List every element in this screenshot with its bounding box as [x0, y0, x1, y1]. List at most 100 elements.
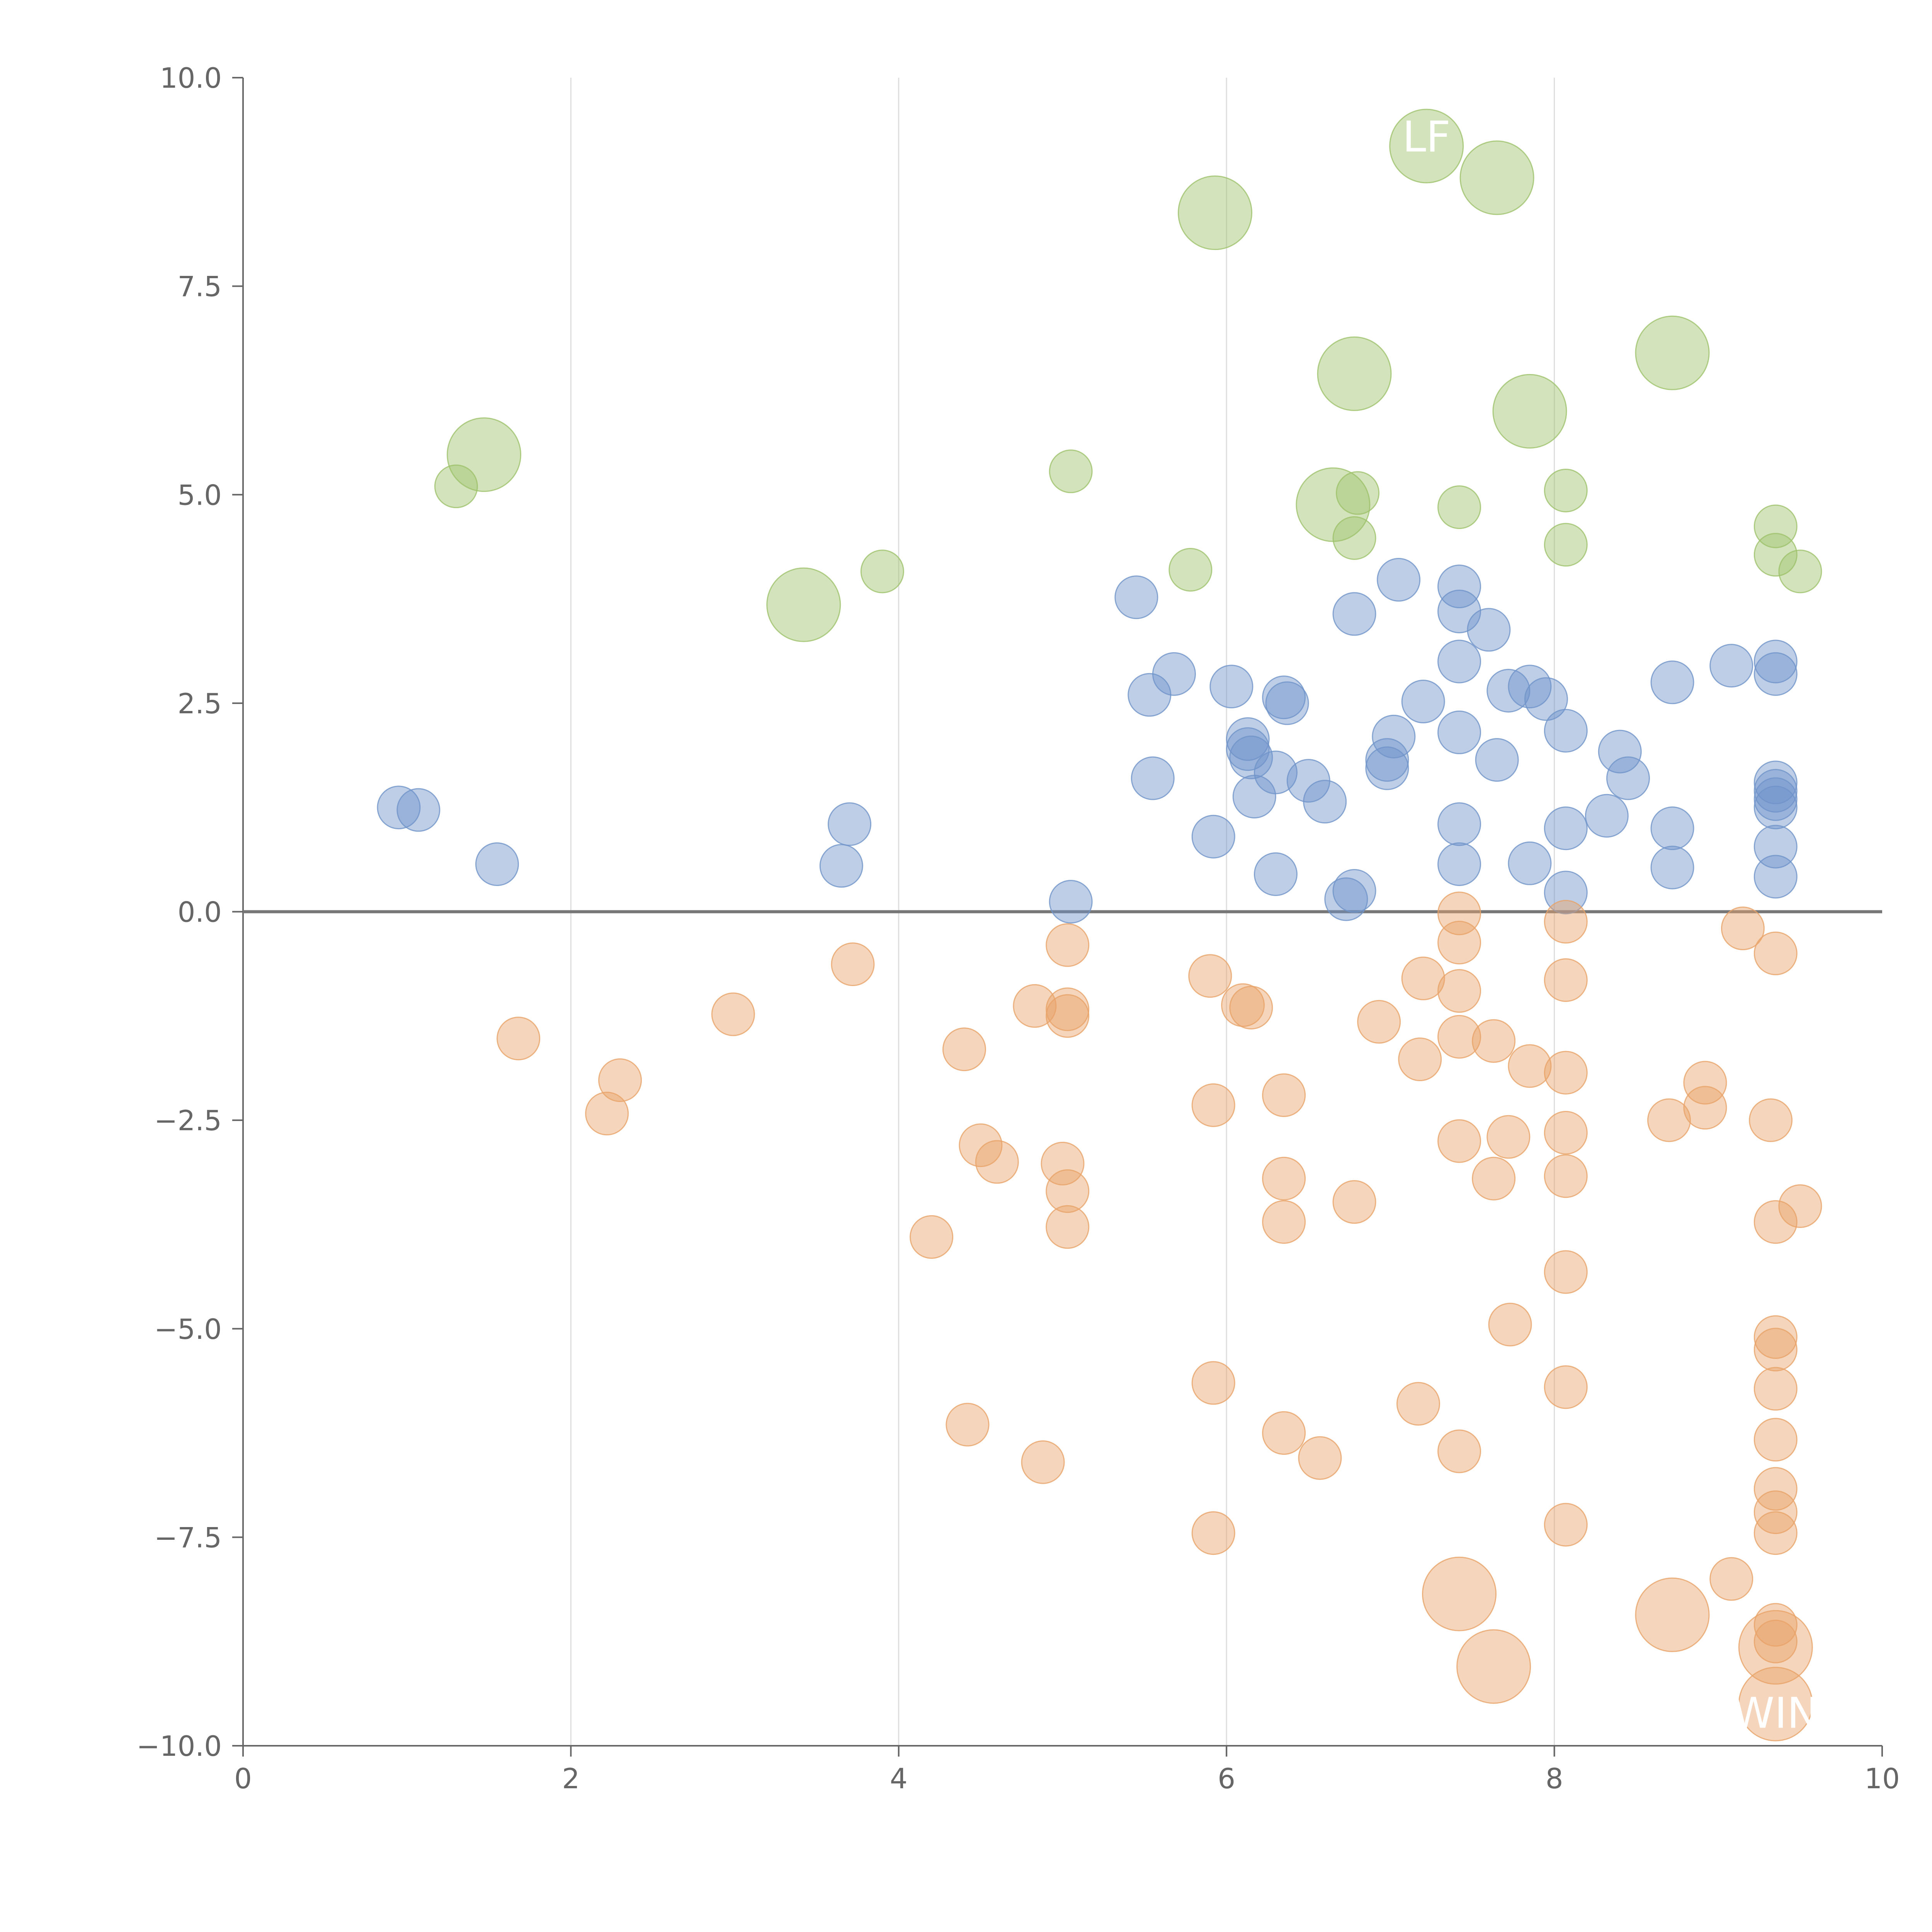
y-tick-label: 0.0: [177, 896, 222, 929]
data-point-green: [766, 567, 841, 642]
data-point-orange: [1013, 984, 1057, 1028]
data-point-orange: [1046, 1169, 1090, 1213]
data-point-green: [1389, 109, 1464, 184]
data-point-blue: [1049, 880, 1093, 924]
data-point-orange: [1753, 1511, 1798, 1555]
data-point-blue: [1508, 665, 1552, 709]
data-point-green: [434, 464, 478, 509]
data-point-green: [1635, 315, 1710, 390]
data-point-orange: [1472, 1019, 1516, 1063]
data-point-orange: [1437, 1119, 1481, 1163]
data-point-blue: [1332, 869, 1376, 913]
data-point-blue: [1332, 592, 1376, 636]
x-tick-label: 10: [1864, 1762, 1900, 1795]
data-point-orange: [497, 1017, 541, 1061]
data-point-blue: [1606, 756, 1650, 800]
data-point-orange: [1191, 1083, 1235, 1127]
data-point-orange: [1401, 956, 1445, 1000]
data-point-green: [1332, 516, 1376, 560]
data-point-blue: [377, 786, 421, 830]
data-point-orange: [959, 1123, 1003, 1167]
data-point-orange: [598, 1058, 642, 1102]
data-point-blue: [1437, 565, 1481, 609]
data-point-orange: [1753, 931, 1798, 975]
y-tick-label: 7.5: [177, 270, 222, 303]
data-point-green: [1317, 336, 1392, 411]
data-point-blue: [1709, 644, 1753, 688]
data-point-orange: [1046, 987, 1090, 1031]
data-point-blue: [1191, 815, 1235, 859]
data-point-orange: [1188, 954, 1232, 998]
data-point-orange: [1635, 1577, 1710, 1652]
data-point-blue: [1753, 786, 1798, 830]
x-tick-label: 6: [1218, 1762, 1235, 1795]
data-point-blue: [819, 844, 863, 888]
data-point-blue: [1303, 780, 1347, 824]
y-tick-label: −2.5: [154, 1104, 222, 1137]
data-point-orange: [1046, 923, 1090, 967]
data-point-blue: [1598, 730, 1642, 774]
data-point-blue: [1753, 825, 1798, 869]
data-point-orange: [1472, 1156, 1516, 1201]
data-point-orange: [1544, 900, 1588, 944]
data-point-orange: [1753, 1367, 1798, 1411]
data-point-blue: [1437, 589, 1481, 633]
data-point-orange: [1262, 1200, 1306, 1244]
data-point-orange: [1456, 1629, 1531, 1704]
data-point-orange: [1262, 1073, 1306, 1117]
data-point-orange: [1298, 1436, 1342, 1480]
data-point-orange: [1021, 1440, 1065, 1484]
point-labels: LF WIN: [1402, 112, 1819, 1738]
data-point-blue: [1437, 710, 1481, 754]
data-point-orange: [711, 992, 755, 1036]
data-point-orange: [1753, 1328, 1798, 1372]
annotation-label: LF: [1402, 112, 1451, 162]
data-point-blue: [828, 802, 872, 846]
data-point-blue: [1508, 841, 1552, 885]
data-point-green: [1492, 374, 1567, 449]
data-point-green: [447, 417, 522, 492]
y-tick-label: −7.5: [154, 1521, 222, 1554]
y-tick-label: −10.0: [136, 1730, 222, 1762]
data-point-blue: [1753, 652, 1798, 696]
data-point-orange: [946, 1403, 990, 1447]
data-point-blue: [1377, 558, 1421, 602]
data-point-orange: [1437, 920, 1481, 964]
data-point-orange: [1221, 983, 1265, 1027]
data-point-orange: [1422, 1556, 1497, 1631]
data-point-green: [1753, 533, 1798, 577]
data-point-orange: [1683, 1061, 1727, 1105]
data-point-blue: [1650, 806, 1694, 850]
data-point-orange: [1544, 1503, 1588, 1547]
data-points: [377, 109, 1822, 1742]
data-point-blue: [1324, 877, 1368, 921]
data-point-blue: [1152, 652, 1196, 696]
y-tick-label: 5.0: [177, 479, 222, 511]
data-point-orange: [1749, 1098, 1793, 1142]
data-point-green: [1178, 175, 1253, 250]
data-point-blue: [1253, 750, 1298, 794]
data-point-orange: [1753, 1619, 1798, 1663]
data-point-orange: [1486, 1115, 1531, 1159]
data-point-orange: [1046, 994, 1090, 1038]
data-point-orange: [1262, 1411, 1306, 1455]
data-point-blue: [475, 842, 519, 886]
data-point-orange: [1398, 1037, 1442, 1082]
data-point-blue: [1544, 709, 1588, 753]
data-point-blue: [1229, 735, 1273, 779]
data-point-orange: [1753, 1200, 1798, 1244]
data-point-orange: [1191, 1511, 1235, 1555]
data-point-blue: [396, 788, 440, 832]
data-point-orange: [1046, 1205, 1090, 1249]
data-point-orange: [1683, 1086, 1727, 1130]
data-point-green: [1544, 468, 1588, 512]
y-tick-label: 10.0: [160, 62, 222, 94]
data-point-blue: [1131, 756, 1175, 800]
data-point-blue: [1753, 855, 1798, 899]
data-point-blue: [1401, 680, 1445, 724]
data-point-blue: [1209, 665, 1253, 709]
data-point-orange: [942, 1027, 986, 1071]
data-point-orange: [1396, 1382, 1440, 1426]
data-point-blue: [1650, 660, 1694, 704]
data-point-blue: [1585, 794, 1629, 838]
